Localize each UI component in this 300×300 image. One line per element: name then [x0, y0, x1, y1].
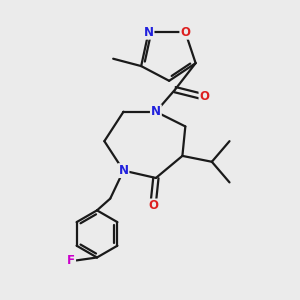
- Text: N: N: [118, 164, 128, 177]
- Text: O: O: [180, 26, 190, 39]
- Text: N: N: [143, 26, 154, 39]
- Text: O: O: [200, 91, 209, 103]
- Text: N: N: [151, 105, 161, 118]
- Text: F: F: [67, 254, 75, 267]
- Text: O: O: [148, 200, 158, 212]
